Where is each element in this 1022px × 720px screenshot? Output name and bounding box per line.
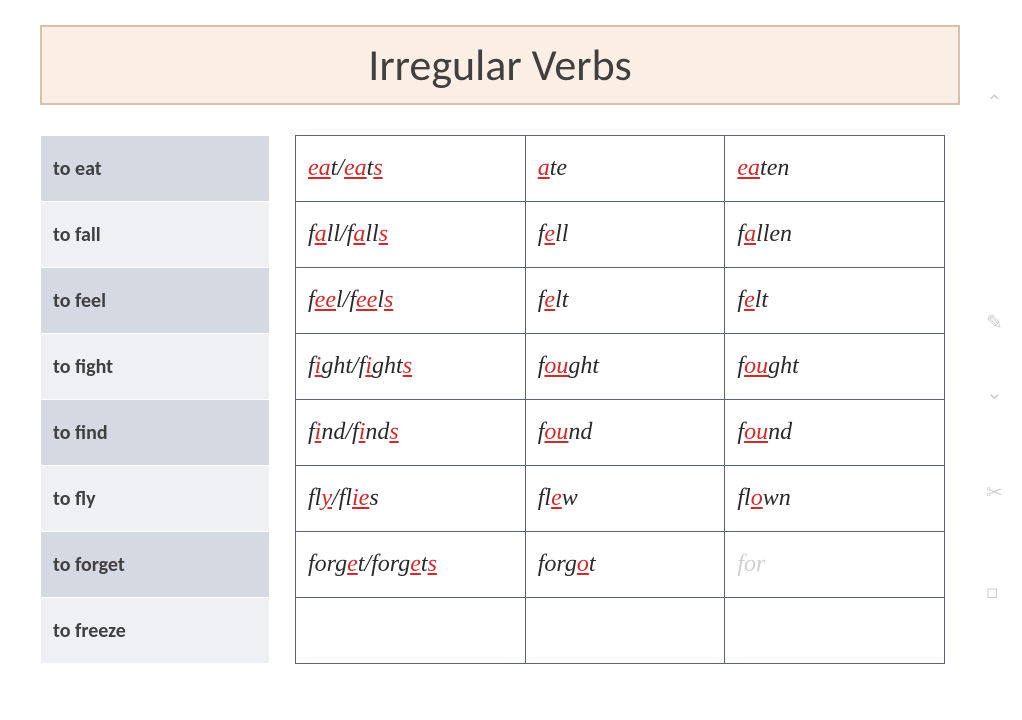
conjugation-cell: feel/feels: [296, 268, 526, 334]
conjugation-cell: eat/eats: [296, 136, 526, 202]
side-decorations: ⌃ ✎ ⌄ ✂ □: [986, 80, 1014, 680]
conjugation-cell: fall/falls: [296, 202, 526, 268]
conjugation-cell: fly/flies: [296, 466, 526, 532]
conjugation-cell: fight/fights: [296, 334, 526, 400]
page-title: Irregular Verbs: [368, 38, 631, 92]
title-box: Irregular Verbs: [40, 25, 960, 105]
conjugation-cell: [725, 598, 945, 664]
infinitive-cell: to fall: [41, 202, 270, 268]
conjugation-cell: felt: [725, 268, 945, 334]
conjugation-cell: found: [725, 400, 945, 466]
infinitive-cell: to fight: [41, 334, 270, 400]
conjugation-cell: ate: [525, 136, 725, 202]
infinitive-cell: to eat: [41, 136, 270, 202]
conjugation-table: eat/eatsateeaten fall/fallsfellfallen feel…: [295, 135, 945, 664]
conjugation-cell: flew: [525, 466, 725, 532]
infinitive-cell: to fly: [41, 466, 270, 532]
conjugation-cell: fallen: [725, 202, 945, 268]
conjugation-cell: for: [725, 532, 945, 598]
conjugation-cell: flown: [725, 466, 945, 532]
conjugation-cell: eaten: [725, 136, 945, 202]
infinitive-cell: to feel: [41, 268, 270, 334]
conjugation-cell: fought: [525, 334, 725, 400]
conjugation-cell: [296, 598, 526, 664]
conjugation-cell: find/finds: [296, 400, 526, 466]
infinitive-cell: to forget: [41, 532, 270, 598]
conjugation-cell: [525, 598, 725, 664]
infinitive-cell: to freeze: [41, 598, 270, 664]
conjugation-cell: forget/forgets: [296, 532, 526, 598]
infinitive-cell: to find: [41, 400, 270, 466]
conjugation-cell: forgot: [525, 532, 725, 598]
conjugation-cell: felt: [525, 268, 725, 334]
conjugation-cell: fought: [725, 334, 945, 400]
infinitive-table: to eatto fallto feelto fightto findto fl…: [40, 135, 270, 664]
conjugation-cell: fell: [525, 202, 725, 268]
conjugation-cell: found: [525, 400, 725, 466]
